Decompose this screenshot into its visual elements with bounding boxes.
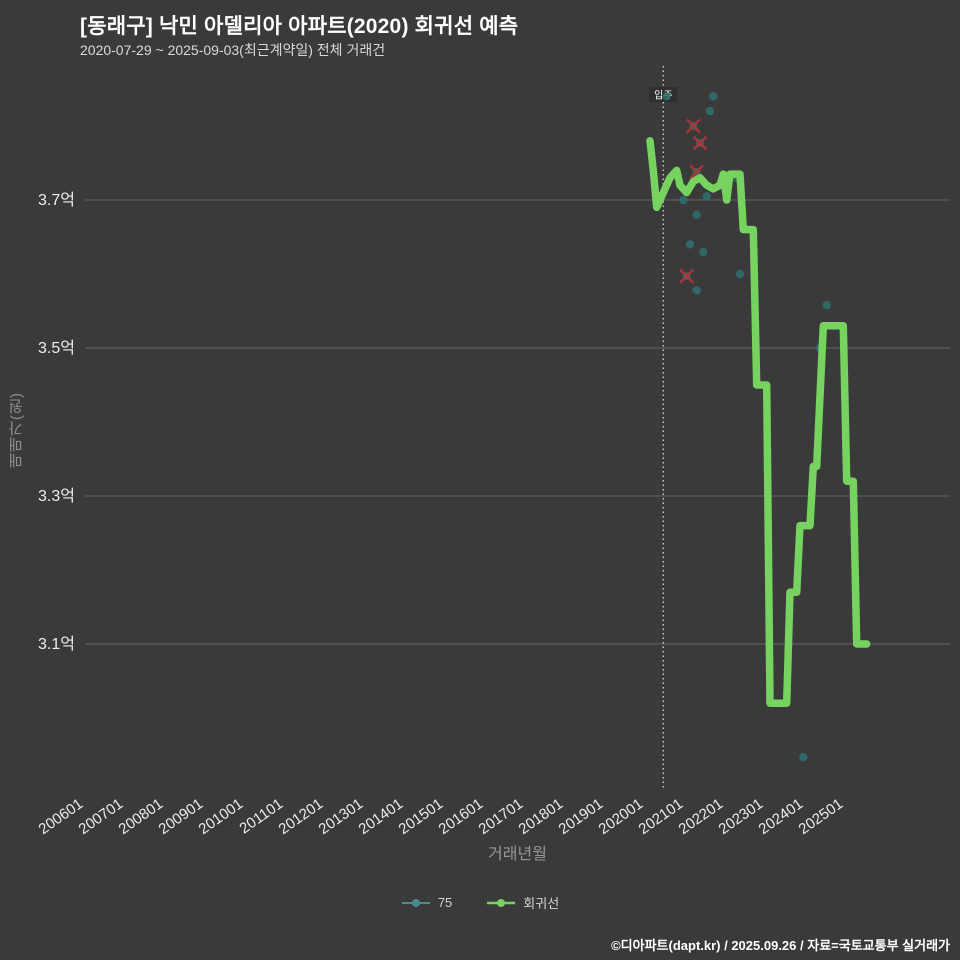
legend: 75 회귀선 xyxy=(0,893,960,912)
data-point[interactable] xyxy=(709,92,718,101)
x-tick-label: 201301 xyxy=(316,795,367,838)
y-tick-label: 3.5억 xyxy=(38,339,75,357)
x-tick-label: 202001 xyxy=(596,795,647,838)
data-point[interactable] xyxy=(799,753,808,762)
canceled-x-icon xyxy=(692,135,708,151)
data-point[interactable] xyxy=(679,195,688,205)
data-point[interactable] xyxy=(692,286,701,295)
y-tick-label: 3.3억 xyxy=(38,487,75,505)
x-tick-label: 200801 xyxy=(116,795,167,838)
data-point[interactable] xyxy=(662,92,671,101)
x-tick-label: 201701 xyxy=(476,795,527,838)
x-tick-label: 201801 xyxy=(516,795,567,838)
canceled-x-icon xyxy=(685,118,701,134)
legend-item-75[interactable]: 75 xyxy=(401,895,452,910)
chart-title: [동래구] 낙민 아델리아 아파트(2020) 회귀선 예측 xyxy=(80,15,519,38)
data-point[interactable] xyxy=(705,107,715,116)
x-tick-label: 201401 xyxy=(356,795,407,838)
x-tick-label: 200901 xyxy=(156,795,207,838)
x-tick-label: 200601 xyxy=(36,795,87,838)
scatter-series-marker-icon xyxy=(401,898,430,907)
y-tick-label: 3.7억 xyxy=(38,191,75,209)
data-point[interactable] xyxy=(699,247,708,256)
x-tick-label: 200701 xyxy=(76,795,127,838)
y-tick-label: 3.1억 xyxy=(38,635,75,653)
x-tick-label: 201901 xyxy=(556,795,607,838)
legend-item-regression[interactable]: 회귀선 xyxy=(486,893,559,912)
x-tick-label: 201001 xyxy=(196,795,247,838)
x-tick-label: 201501 xyxy=(396,795,447,838)
x-axis-title: 거래년월 xyxy=(488,846,547,863)
x-tick-label: 202501 xyxy=(796,795,847,838)
legend-label-75: 75 xyxy=(437,895,453,910)
canceled-x-icon xyxy=(679,268,695,284)
x-tick-label: 201201 xyxy=(276,795,327,838)
x-tick-label: 202201 xyxy=(676,795,727,838)
x-tick-label: 201101 xyxy=(236,795,286,837)
data-point[interactable] xyxy=(735,269,745,279)
legend-label-regression: 회귀선 xyxy=(523,896,560,911)
x-tick-label: 202101 xyxy=(636,795,687,838)
regression-line xyxy=(646,137,871,707)
line-series-marker-icon xyxy=(487,898,516,907)
x-tick-label: 202401 xyxy=(756,795,807,838)
data-point[interactable] xyxy=(692,210,701,219)
data-point[interactable] xyxy=(702,192,711,201)
data-point[interactable] xyxy=(822,300,831,310)
chart-subtitle: 2020-07-29 ~ 2025-09-03(최근계약일) 전체 거래건 xyxy=(80,42,386,58)
y-axis-title: 매매가(원) xyxy=(8,392,25,468)
x-tick-label: 201601 xyxy=(436,795,487,838)
data-point[interactable] xyxy=(685,240,695,249)
chart-canvas[interactable]: 3.7억 3.5억 3.3억 3.1억 200601200701200801200901… xyxy=(0,0,960,880)
attribution: ©디아파트(dapt.kr) / 2025.09.26 / 자료=국토교통부 실… xyxy=(611,938,950,953)
x-tick-label: 202301 xyxy=(716,795,767,838)
